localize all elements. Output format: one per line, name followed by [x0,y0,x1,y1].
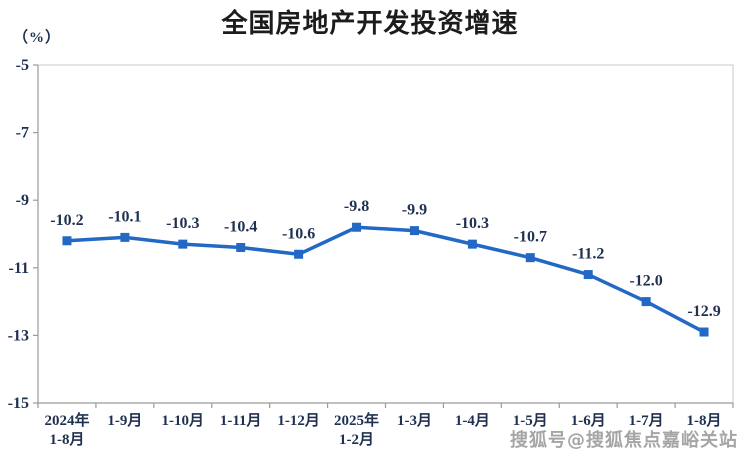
data-point-marker [62,236,72,246]
x-axis-label: 1-12月 [277,412,320,429]
x-axis-label: 1-9月 [107,412,142,429]
data-point-marker [583,270,593,280]
x-axis-label: 1-5月 [513,412,548,429]
data-point-marker [467,239,477,249]
data-point-marker [409,226,419,236]
y-axis-tick-label: -7 [16,125,29,142]
x-axis-label: 1-4月 [455,412,490,429]
data-point-label: -10.7 [514,229,547,246]
x-axis-label: 2025年 [334,411,379,429]
y-axis-tick-label: -13 [8,327,29,344]
watermark: 搜狐号@搜狐焦点嘉峪关站 [510,430,738,451]
y-axis-tick-label: -9 [16,192,29,209]
x-axis-label: 1-8月 [687,412,722,429]
x-axis-label: 1-11月 [220,412,262,429]
data-point-label: -12.9 [687,303,720,320]
data-point-marker [178,239,188,249]
x-axis-label: 1-7月 [629,412,664,429]
y-axis-unit-label: （%） [13,30,62,46]
x-axis-label: 1-2月 [339,431,374,448]
y-axis-tick-label: -5 [16,57,29,74]
data-point-label: -10.4 [224,219,257,236]
data-point-marker [120,232,130,242]
x-axis-label: 2024年 [44,411,89,429]
data-point-label: -11.2 [572,246,604,263]
plot-area-border [37,64,734,404]
y-axis-tick-label: -11 [9,260,29,277]
data-point-marker [525,253,535,263]
x-axis-label: 1-8月 [49,431,84,448]
data-point-label: -10.1 [108,208,141,225]
data-point-label: -12.0 [629,273,662,290]
data-point-label: -10.2 [50,212,83,229]
data-point-marker [236,243,246,253]
data-point-label: -9.8 [344,198,369,215]
data-point-label: -10.3 [166,215,199,232]
chart-title: 全国房地产开发投资增速 [221,9,519,39]
x-axis-label: 1-6月 [571,412,606,429]
line-series [65,225,706,334]
data-point-marker [352,222,362,232]
data-point-marker [699,327,709,337]
x-axis-label: 1-10月 [162,412,205,429]
data-point-marker [294,249,304,259]
data-point-marker [641,297,651,307]
data-point-label: -10.3 [456,215,489,232]
x-axis-label: 1-3月 [397,412,432,429]
data-point-label: -9.9 [402,202,427,219]
data-point-label: -10.6 [282,225,315,242]
y-axis-tick-label: -15 [8,395,29,412]
